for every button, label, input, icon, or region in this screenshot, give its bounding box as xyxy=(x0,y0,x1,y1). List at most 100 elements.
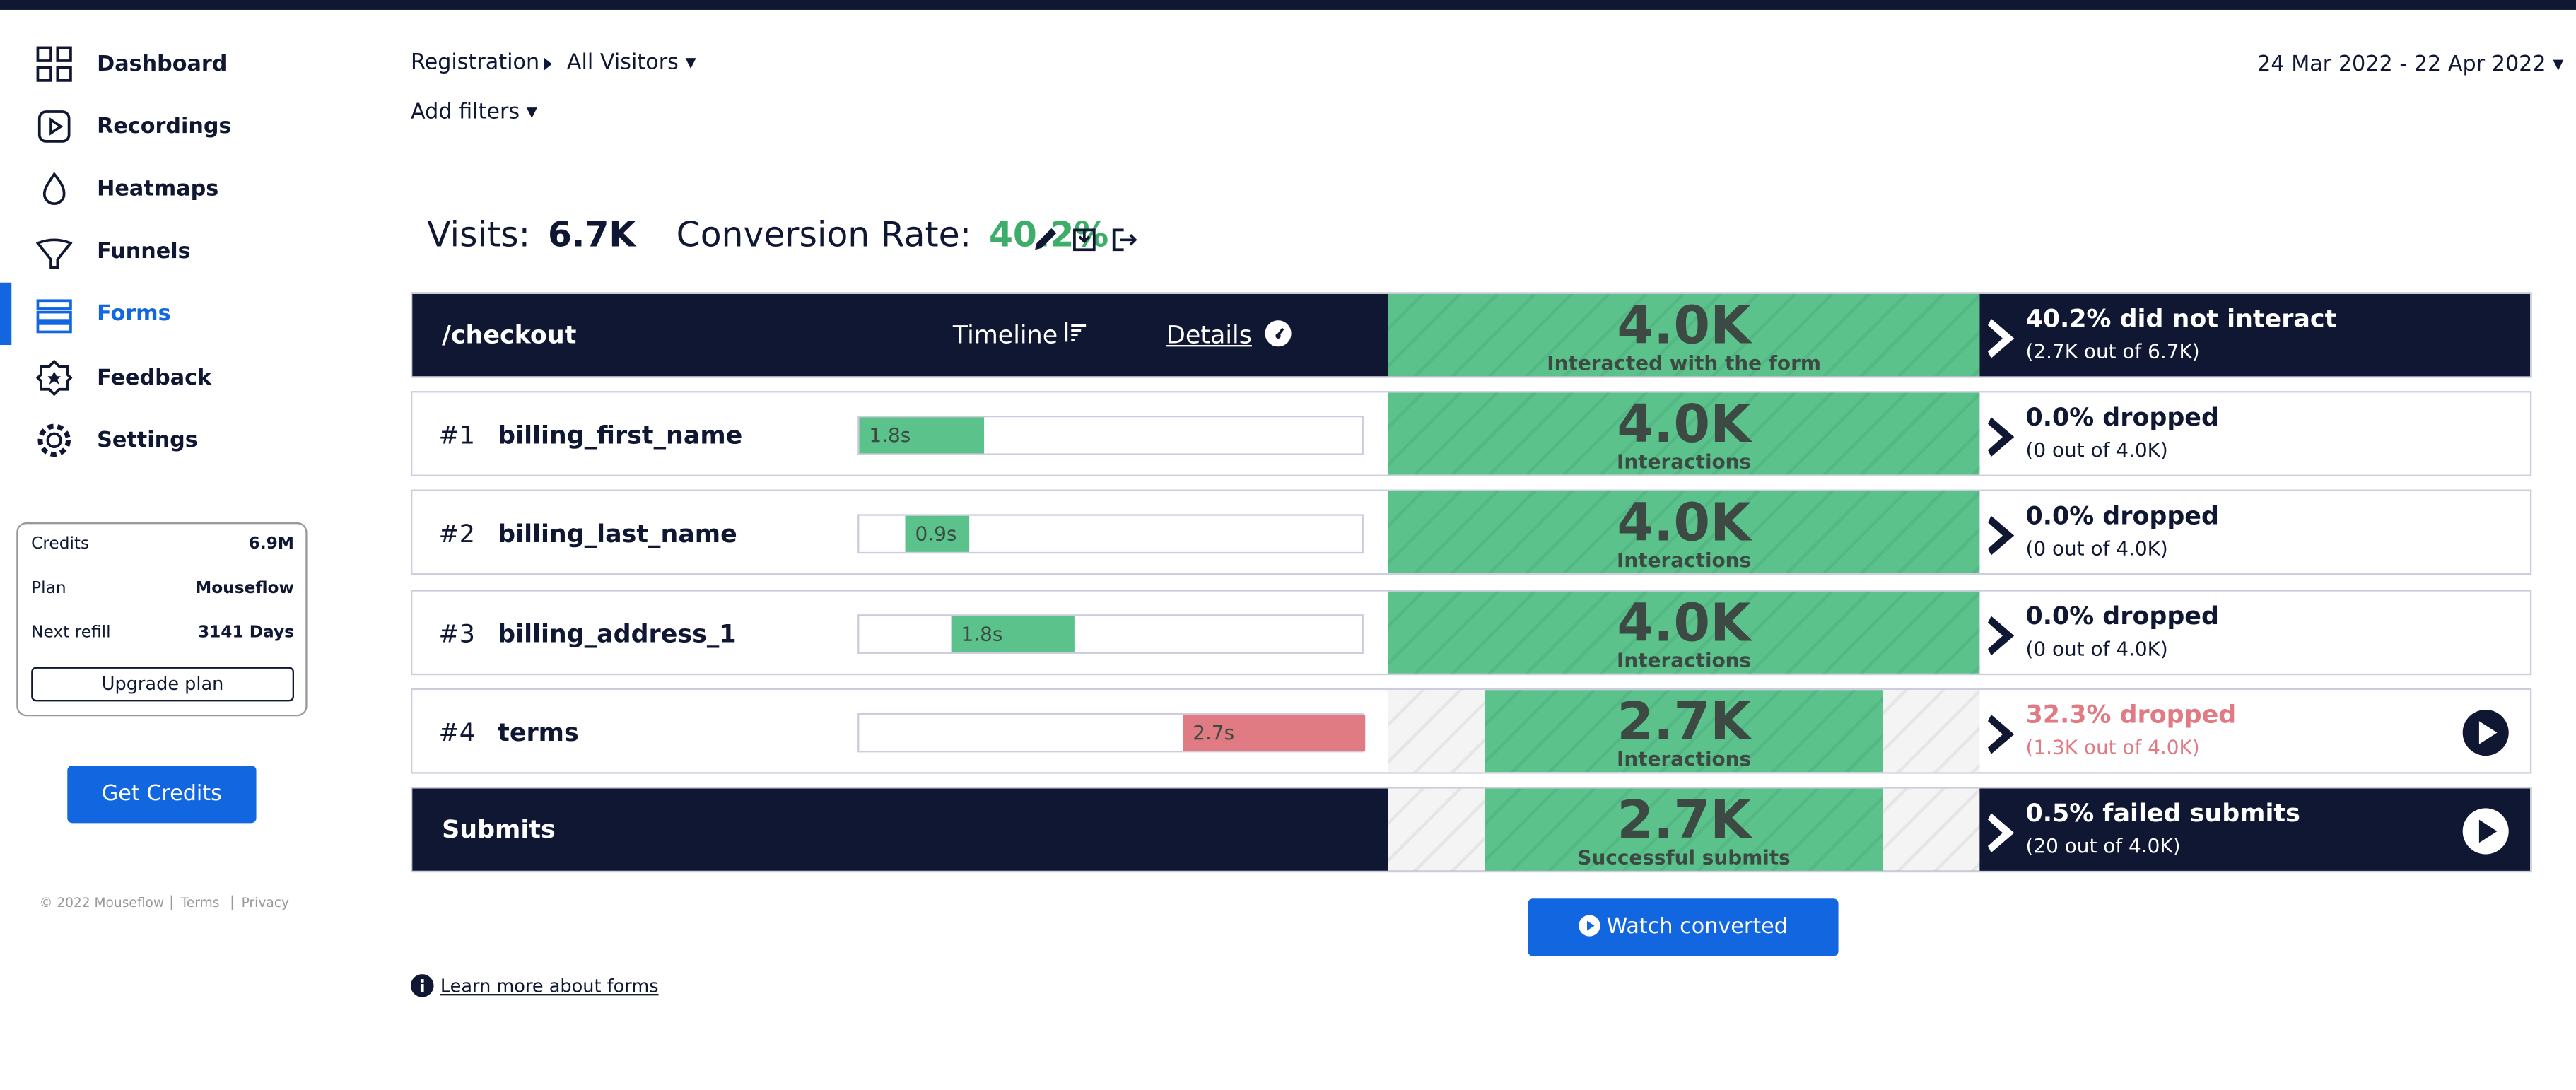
timeline-icon xyxy=(1064,322,1086,342)
play-button[interactable] xyxy=(2461,807,2510,856)
account-key: Plan xyxy=(31,580,66,598)
field-rank: #4 xyxy=(438,717,475,748)
account-key: Next refill xyxy=(31,624,111,643)
account-key: Credits xyxy=(31,535,90,554)
nav-label: Dashboard xyxy=(97,52,228,77)
add-filters[interactable]: Add filters ▾ xyxy=(411,100,537,125)
time-track: 2.7s xyxy=(857,713,1366,753)
nav-label: Heatmaps xyxy=(97,177,219,202)
field-row: #4 terms 2.7s 2.7K Interactions 32.3% dropped… xyxy=(411,688,2532,774)
page-url: /checkout xyxy=(442,320,577,351)
segment-dropdown[interactable]: All Visitors ▾ xyxy=(566,51,696,76)
summary: Visits: 6.7K Conversion Rate: 40.2% xyxy=(427,215,1108,254)
count: 4.0K xyxy=(1617,590,1751,654)
watch-converted-button[interactable]: Watch converted xyxy=(1528,898,1839,956)
field-name: billing_address_1 xyxy=(498,619,737,649)
account-value: 3141 Days xyxy=(197,624,294,643)
count-cell: 4.0K Interacted with the form xyxy=(1388,293,1980,377)
field-cell: #4 terms 2.7s xyxy=(412,690,1388,772)
field-cell: #2 billing_last_name 0.9s xyxy=(412,492,1388,574)
play-icon xyxy=(1578,915,1600,937)
get-credits-button[interactable]: Get Credits xyxy=(67,765,257,824)
nav-icon xyxy=(36,298,72,333)
nav-icon xyxy=(36,238,73,269)
count-bar xyxy=(1388,293,1980,377)
field-cell: #3 billing_address_1 1.8s xyxy=(412,591,1388,673)
account-row: Plan Mouseflow xyxy=(31,580,294,598)
drop: 40.2% did not interact xyxy=(2025,303,2337,334)
account-row: Credits 6.9M xyxy=(31,536,294,554)
chevron xyxy=(1988,615,2015,655)
summary-actions[interactable] xyxy=(1031,225,1140,254)
count: 4.0K xyxy=(1617,491,1751,554)
breadcrumb[interactable]: Registration xyxy=(411,51,540,76)
nav-icon xyxy=(36,46,72,82)
time-track: 1.8s xyxy=(857,415,1364,455)
date-range[interactable]: 24 Mar 2022 - 22 Apr 2022 ▾ xyxy=(2257,52,2564,78)
drop-detail: (0 out of 4.0K) xyxy=(2025,636,2168,660)
account-row: Next refill 3141 Days xyxy=(31,624,294,643)
copyright: © 2022 Mouseflow xyxy=(39,895,165,910)
chevron xyxy=(1988,813,2015,853)
drop-cell: 0.0% dropped (0 out of 4.0K) xyxy=(1979,591,2530,673)
field-name: billing_last_name xyxy=(498,520,737,549)
nav-label: Recordings xyxy=(97,114,232,139)
count: 2.7K xyxy=(1617,788,1751,851)
count-bar xyxy=(1388,392,1980,475)
drop: 0.5% failed submits xyxy=(2025,798,2300,828)
nav-item[interactable]: Funnels xyxy=(0,228,329,277)
top-bar xyxy=(0,0,2576,10)
nav-label: Funnels xyxy=(97,240,191,265)
timeline-toggle[interactable]: Timeline xyxy=(953,320,1087,350)
timeline-label: Timeline xyxy=(952,320,1058,351)
privacy-link[interactable]: Privacy xyxy=(231,895,289,910)
drop-cell: 40.2% did not interact (2.7K out of 6.7K) xyxy=(1979,293,2530,377)
info-icon xyxy=(411,974,434,997)
count-cell: 2.7K Successful submits xyxy=(1388,788,1980,871)
chevron xyxy=(1988,417,2015,457)
submits-row: Submits 2.7K Successful submits 0.5% failed… xyxy=(411,787,2532,873)
drop: 0.0% dropped xyxy=(2025,600,2219,631)
field-name: terms xyxy=(498,717,579,748)
drop: 0.0% dropped xyxy=(2025,402,2219,433)
details-icon xyxy=(1265,320,1292,347)
count: 4.0K xyxy=(1617,293,1751,357)
count-label: Interactions xyxy=(1617,450,1752,474)
nav-item[interactable]: Settings xyxy=(0,416,329,465)
nav-item[interactable]: Heatmaps xyxy=(0,165,329,214)
upgrade-button[interactable]: Upgrade plan xyxy=(31,667,294,702)
count-label: Interactions xyxy=(1617,747,1752,770)
play-button[interactable] xyxy=(2461,708,2510,757)
terms-link[interactable]: Terms xyxy=(170,895,219,910)
field-row: #3 billing_address_1 1.8s 4.0K Interactions 0… xyxy=(411,589,2532,675)
submits-label: Submits xyxy=(442,814,556,845)
count-bar xyxy=(1388,590,1980,673)
count-cell: 4.0K Interactions xyxy=(1388,491,1980,574)
nav-item[interactable]: Forms xyxy=(0,291,329,340)
nav-icon xyxy=(37,424,71,457)
drop-detail: (20 out of 4.0K) xyxy=(2025,834,2181,858)
form-header-row: /checkout Timeline Details 4.0K Interacted w… xyxy=(411,292,2532,378)
count-label: Interactions xyxy=(1617,549,1752,573)
drop-detail: (0 out of 4.0K) xyxy=(2025,537,2168,561)
chevron xyxy=(1988,516,2015,556)
field-rank: #2 xyxy=(438,520,475,549)
add-filters-label: Add filters xyxy=(411,100,520,125)
date-range-label: 24 Mar 2022 - 22 Apr 2022 xyxy=(2257,52,2546,78)
count: 4.0K xyxy=(1617,392,1751,455)
learn-more[interactable]: Learn more about forms xyxy=(411,974,659,997)
time-bar: 2.7s xyxy=(1183,714,1366,751)
nav-item[interactable]: Feedback xyxy=(0,353,329,403)
submits-cell: Submits xyxy=(412,789,1388,871)
count-bar xyxy=(1485,788,1883,871)
field-row: #2 billing_last_name 0.9s 4.0K Interactions 0… xyxy=(411,490,2532,576)
nav-item[interactable]: Dashboard xyxy=(0,40,329,89)
count-bar xyxy=(1485,689,1883,773)
nav-label: Forms xyxy=(97,303,171,328)
learn-more-label: Learn more about forms xyxy=(440,975,659,997)
nav-item[interactable]: Recordings xyxy=(0,102,329,152)
drop-cell: 0.0% dropped (0 out of 4.0K) xyxy=(1979,392,2530,474)
details-toggle[interactable]: Details xyxy=(1166,320,1292,350)
